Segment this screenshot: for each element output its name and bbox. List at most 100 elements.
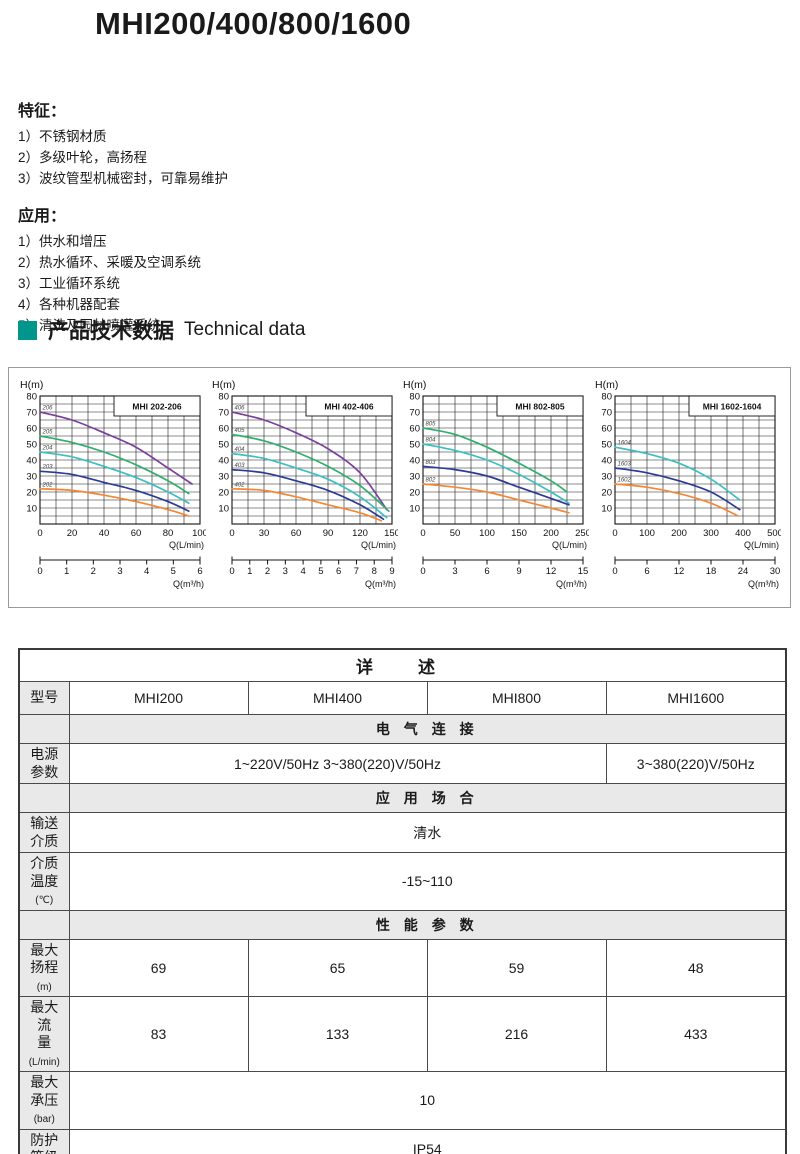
table-row: 介质 温度(℃) -15~110 bbox=[18, 852, 787, 911]
table-row: 输送 介质 清水 bbox=[18, 812, 787, 853]
svg-text:1: 1 bbox=[64, 566, 69, 577]
svg-text:9: 9 bbox=[389, 566, 394, 577]
svg-text:30: 30 bbox=[26, 471, 37, 482]
pump-curves-panel: H(m) 10 20 30 40 50 60 70 80 206 205 204 203 202 MHI 2… bbox=[8, 367, 791, 608]
svg-text:1603: 1603 bbox=[617, 462, 631, 468]
svg-text:120: 120 bbox=[352, 528, 368, 539]
svg-text:50: 50 bbox=[450, 528, 461, 539]
svg-text:80: 80 bbox=[163, 528, 174, 539]
svg-text:MHI 802-805: MHI 802-805 bbox=[516, 402, 565, 412]
table-row: 最大 承压(bar) 10 bbox=[18, 1071, 787, 1130]
table-title: 详 述 bbox=[18, 648, 787, 682]
svg-text:802: 802 bbox=[426, 478, 437, 484]
applications-heading: 应用： bbox=[18, 208, 67, 225]
svg-text:5: 5 bbox=[318, 566, 323, 577]
spec-table: 详 述 型号 MHI200 MHI400 MHI800 MHI1600 电 气 … bbox=[18, 648, 788, 1154]
svg-text:50: 50 bbox=[218, 439, 229, 450]
svg-text:60: 60 bbox=[290, 528, 301, 539]
cell-flow-mhi400: 133 bbox=[247, 996, 428, 1072]
accent-square-icon bbox=[18, 320, 37, 340]
svg-text:Q(m³/h): Q(m³/h) bbox=[365, 579, 396, 589]
cell-head-mhi1600: 48 bbox=[605, 938, 787, 997]
svg-text:70: 70 bbox=[410, 407, 421, 418]
svg-text:300: 300 bbox=[703, 528, 719, 539]
svg-text:206: 206 bbox=[42, 406, 54, 412]
cell-power-main: 1~220V/50Hz 3~380(220)V/50Hz bbox=[68, 743, 607, 784]
table-section-row: 应 用 场 合 bbox=[18, 783, 787, 813]
svg-text:9: 9 bbox=[517, 566, 522, 577]
svg-text:20: 20 bbox=[67, 528, 78, 539]
table-section-row: 性 能 参 数 bbox=[18, 909, 787, 940]
svg-text:60: 60 bbox=[26, 423, 37, 434]
svg-text:5: 5 bbox=[171, 566, 176, 577]
svg-text:0: 0 bbox=[37, 566, 42, 577]
applications-list: 1）供水和增压 2）热水循环、采暖及空调系统 3）工业循环系统 4）各种机器配套… bbox=[18, 231, 201, 336]
svg-text:0: 0 bbox=[37, 528, 42, 539]
cell-head-mhi200: 69 bbox=[68, 938, 249, 997]
page-title: MHI200/400/800/1600 bbox=[95, 6, 412, 41]
svg-text:1602: 1602 bbox=[617, 478, 631, 484]
svg-text:6: 6 bbox=[485, 566, 490, 577]
svg-text:80: 80 bbox=[601, 391, 612, 402]
table-row: 电源 参数 1~220V/50Hz 3~380(220)V/50Hz 3~380(… bbox=[18, 743, 787, 784]
svg-text:15: 15 bbox=[578, 566, 589, 577]
svg-text:60: 60 bbox=[601, 423, 612, 434]
svg-text:3: 3 bbox=[282, 566, 287, 577]
applications-section: 应用： 1）供水和增压 2）热水循环、采暖及空调系统 3）工业循环系统 4）各种… bbox=[18, 202, 201, 336]
svg-text:Q(L/min): Q(L/min) bbox=[169, 540, 204, 550]
svg-text:Q(L/min): Q(L/min) bbox=[361, 540, 396, 550]
svg-text:70: 70 bbox=[26, 407, 37, 418]
svg-text:0: 0 bbox=[612, 528, 617, 539]
svg-text:7: 7 bbox=[353, 566, 358, 577]
features-heading: 特征： bbox=[18, 103, 67, 120]
svg-text:150: 150 bbox=[384, 528, 398, 539]
svg-text:0: 0 bbox=[421, 566, 426, 577]
row-label-power: 电源 参数 bbox=[18, 743, 70, 784]
svg-text:6: 6 bbox=[644, 566, 649, 577]
features-section: 特征： 1）不锈钢材质 2）多级叶轮，高扬程 3）波纹管型机械密封，可靠易维护 bbox=[18, 97, 228, 189]
svg-text:0: 0 bbox=[229, 528, 234, 539]
cell-flow-mhi1600: 433 bbox=[605, 996, 787, 1072]
svg-text:MHI 202-206: MHI 202-206 bbox=[132, 402, 181, 412]
svg-text:20: 20 bbox=[410, 487, 421, 498]
svg-text:204: 204 bbox=[42, 446, 54, 452]
list-item: 3）工业循环系统 bbox=[18, 276, 121, 291]
svg-text:24: 24 bbox=[738, 566, 749, 577]
svg-text:10: 10 bbox=[26, 503, 37, 514]
section-electrical: 电 气 连 接 bbox=[68, 714, 787, 744]
svg-text:30: 30 bbox=[410, 471, 421, 482]
svg-text:0: 0 bbox=[421, 528, 426, 539]
svg-text:803: 803 bbox=[426, 460, 437, 466]
svg-text:2: 2 bbox=[265, 566, 270, 577]
svg-text:250: 250 bbox=[575, 528, 589, 539]
section-spacer bbox=[18, 783, 70, 813]
svg-text:500: 500 bbox=[767, 528, 781, 539]
table-row: 型号 MHI200 MHI400 MHI800 MHI1600 bbox=[18, 681, 787, 715]
cell-model-mhi200: MHI200 bbox=[68, 681, 249, 715]
svg-text:40: 40 bbox=[410, 455, 421, 466]
svg-text:30: 30 bbox=[770, 566, 781, 577]
svg-text:404: 404 bbox=[234, 447, 245, 453]
cell-head-mhi400: 65 bbox=[247, 938, 428, 997]
svg-text:6: 6 bbox=[197, 566, 202, 577]
svg-text:60: 60 bbox=[218, 423, 229, 434]
svg-text:202: 202 bbox=[42, 482, 54, 488]
svg-text:200: 200 bbox=[671, 528, 687, 539]
svg-text:30: 30 bbox=[258, 528, 269, 539]
svg-text:H(m): H(m) bbox=[403, 379, 426, 391]
cell-head-mhi800: 59 bbox=[426, 938, 607, 997]
svg-text:100: 100 bbox=[479, 528, 495, 539]
svg-text:8: 8 bbox=[371, 566, 376, 577]
svg-text:H(m): H(m) bbox=[595, 379, 618, 391]
svg-text:403: 403 bbox=[234, 463, 245, 469]
svg-text:12: 12 bbox=[674, 566, 685, 577]
svg-text:4: 4 bbox=[300, 566, 305, 577]
list-item: 1）供水和增压 bbox=[18, 234, 107, 249]
svg-text:4: 4 bbox=[144, 566, 149, 577]
svg-text:40: 40 bbox=[601, 455, 612, 466]
cell-temperature: -15~110 bbox=[68, 852, 787, 911]
svg-text:30: 30 bbox=[601, 471, 612, 482]
pump-curve-chart-mhi402-406: H(m) 10 20 30 40 50 60 70 80 406 405 404 403 402 MHI 4… bbox=[210, 376, 400, 596]
